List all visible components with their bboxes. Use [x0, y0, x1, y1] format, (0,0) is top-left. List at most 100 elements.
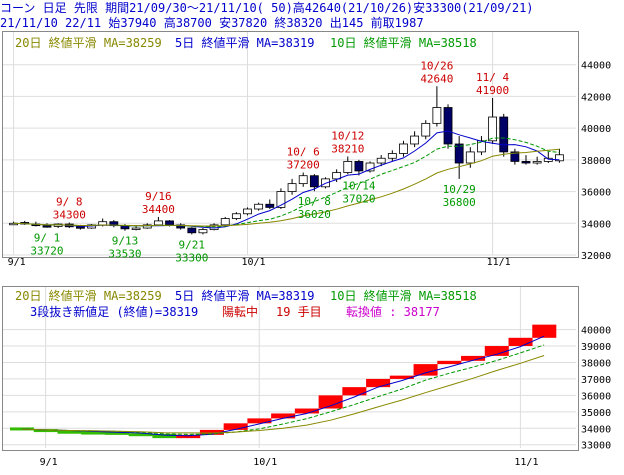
three-line-reversal: 転換値 : 38177: [346, 304, 440, 319]
brick: [223, 423, 248, 430]
brick: [484, 346, 509, 356]
three-line-label: 3段抜き新値足 (終値)=38319: [30, 304, 198, 319]
brick: [389, 375, 414, 379]
candle-body: [9, 222, 18, 226]
annotation-date: 10/ 8: [298, 195, 331, 208]
candle: [410, 131, 420, 148]
candle: [432, 86, 442, 127]
ma10-legend: 10日 終値平滑 MA=38518: [330, 35, 477, 50]
candle-body: [510, 151, 520, 162]
break-y-tick: 38000: [581, 358, 611, 369]
candle: [510, 148, 520, 165]
break-x-tick: 11/1: [514, 457, 538, 468]
candle: [477, 136, 486, 156]
candle: [187, 227, 197, 235]
annotation-date: 11/ 4: [476, 71, 509, 84]
annotation-date: 9/13: [112, 235, 139, 248]
brick: [294, 408, 319, 414]
annotation-date: 10/14: [342, 179, 375, 192]
candle: [231, 212, 241, 221]
annotation-date: 9/ 8: [56, 195, 83, 208]
candle: [555, 148, 564, 163]
candle: [53, 223, 63, 229]
annotation-value: 37200: [287, 159, 320, 172]
break-y-tick: 36000: [581, 391, 611, 402]
brick: [57, 430, 82, 434]
brick: [366, 378, 391, 388]
candle: [421, 120, 431, 140]
candle: [153, 216, 163, 226]
annotation-date: 9/ 1: [34, 232, 61, 245]
moving-averages: [13, 130, 560, 229]
price-y-tick: 32000: [581, 251, 611, 262]
candle-body: [298, 175, 308, 185]
ma5-legend: 5日 終値平滑 MA=38319: [175, 35, 314, 50]
brick: [176, 434, 201, 439]
candle-body: [187, 227, 197, 234]
candle-body: [432, 107, 442, 124]
candle: [343, 156, 353, 175]
axis-labels: 44000 42000 40000 38000 36000 34000 32000 9/1 10…: [8, 61, 612, 468]
brick: [81, 431, 106, 435]
header-ohlc: 21/11/10 22/11 始37940 高38700 安37820 終383…: [0, 16, 424, 30]
candle-body: [131, 227, 141, 230]
candle-body: [265, 203, 275, 208]
candle-body: [555, 154, 564, 162]
candle-body: [231, 213, 241, 219]
price-y-tick: 40000: [581, 124, 611, 135]
candle-body: [488, 116, 498, 142]
annotation-date: 9/21: [179, 238, 206, 251]
brick: [152, 434, 177, 439]
candle-body: [198, 229, 208, 234]
annotation-value: 42640: [420, 72, 453, 85]
brick: [532, 324, 557, 338]
annotation-value: 37020: [342, 192, 375, 205]
ma20-legend: 20日 終値平滑 MA=38259: [15, 35, 162, 50]
annotation-value: 41900: [476, 84, 509, 97]
candle-body: [376, 157, 386, 164]
annotation-date: 10/12: [331, 130, 364, 143]
annotation-value: 36020: [298, 208, 331, 221]
brick: [413, 364, 438, 376]
candle: [42, 223, 52, 228]
bricks: [10, 324, 557, 439]
candle-body: [477, 140, 486, 153]
candle: [499, 113, 509, 157]
candle: [176, 223, 186, 230]
candle: [443, 104, 453, 149]
candle: [298, 172, 308, 187]
candle: [309, 174, 319, 192]
candle: [287, 178, 297, 195]
candle-body: [276, 191, 286, 208]
candle: [488, 97, 498, 144]
price-y-tick: 36000: [581, 188, 611, 199]
brick: [33, 429, 58, 433]
candle-body: [521, 161, 531, 164]
candle: [365, 161, 375, 173]
candle: [532, 156, 542, 165]
candle: [399, 140, 408, 157]
break-gridlines: [3, 287, 576, 448]
price-gridlines: [3, 32, 576, 256]
candle: [9, 221, 18, 226]
candle-body: [343, 161, 353, 173]
brick: [461, 355, 486, 361]
candle-body: [153, 220, 163, 226]
break-panel: [2, 286, 579, 451]
candle-body: [254, 203, 264, 210]
candle-body: [354, 161, 364, 172]
candle: [354, 159, 364, 176]
brick: [247, 418, 272, 424]
brick: [508, 337, 533, 347]
candle: [254, 202, 264, 211]
candle: [220, 216, 230, 227]
break-y-tick: 37000: [581, 375, 611, 386]
price-y-tick: 44000: [581, 61, 611, 72]
candle: [454, 136, 464, 179]
candle-body: [421, 122, 431, 137]
candle-body: [220, 218, 230, 226]
annotation-value: 34400: [142, 203, 175, 216]
header-period: コーン 日足 先限 期間21/09/30～21/11/10( 50)高42640…: [0, 1, 534, 15]
